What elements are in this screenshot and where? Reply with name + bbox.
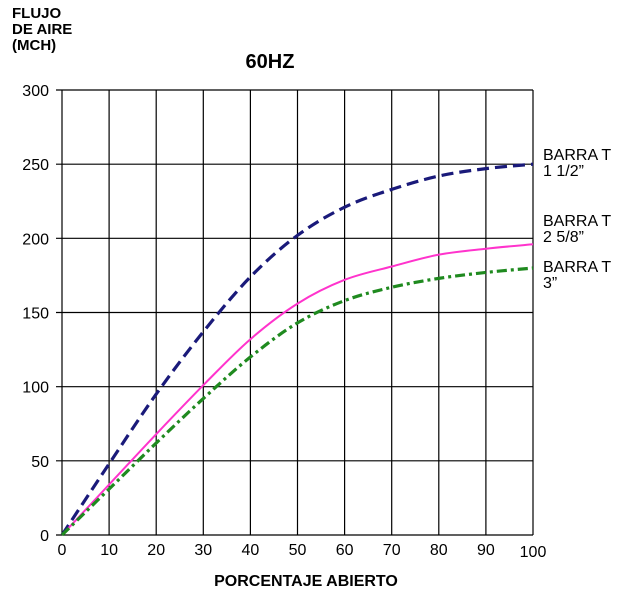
y-tick-label: 200 — [22, 231, 49, 248]
y-axis-label: FLUJO DE AIRE (MCH) — [12, 6, 72, 54]
y-axis-label-line-3: (MCH) — [12, 37, 57, 54]
y-tick-label: 0 — [40, 528, 49, 545]
chart-title: 60HZ — [246, 51, 295, 73]
y-tick-label: 250 — [22, 157, 49, 174]
y-axis-label-line-2: DE AIRE — [12, 21, 73, 38]
x-tick-label: 90 — [477, 542, 495, 559]
x-tick-label: 100 — [520, 544, 547, 561]
y-tick-label: 150 — [22, 306, 49, 323]
y-tick-label: 300 — [22, 83, 49, 100]
series-line-2 — [61, 243, 534, 536]
x-tick-label: 40 — [242, 542, 260, 559]
series-lines — [60, 162, 534, 537]
y-tick-label: 50 — [31, 454, 49, 471]
y-axis-label-line-1: FLUJO — [12, 5, 62, 22]
series-line-3 — [60, 266, 534, 537]
series-label-1-line-2: 1 1/2” — [543, 163, 584, 180]
series-label-3-line-2: 3” — [543, 275, 557, 292]
series-label-3-line-1: BARRA T — [543, 259, 611, 276]
x-tick-label: 50 — [289, 542, 307, 559]
tick-labels: 0 10 20 30 40 50 60 70 80 90 100 0 50 100 150 200 250 300 — [22, 83, 546, 561]
x-tick-label: 60 — [336, 542, 354, 559]
x-axis-label: PORCENTAJE ABIERTO — [214, 573, 398, 590]
x-tick-label: 80 — [430, 542, 448, 559]
x-tick-label: 0 — [58, 542, 67, 559]
series-label-1-line-1: BARRA T — [543, 147, 611, 164]
x-tick-label: 30 — [194, 542, 212, 559]
series-line-1 — [60, 162, 534, 536]
series-labels: BARRA T1 1/2”BARRA T2 5/8”BARRA T3” — [543, 147, 611, 292]
series-label-2-line-1: BARRA T — [543, 213, 611, 230]
x-tick-label: 20 — [147, 542, 165, 559]
grid — [56, 89, 534, 536]
x-tick-label: 10 — [100, 542, 118, 559]
x-tick-label: 70 — [383, 542, 401, 559]
series-label-2-line-2: 2 5/8” — [543, 229, 584, 246]
y-tick-label: 100 — [22, 380, 49, 397]
